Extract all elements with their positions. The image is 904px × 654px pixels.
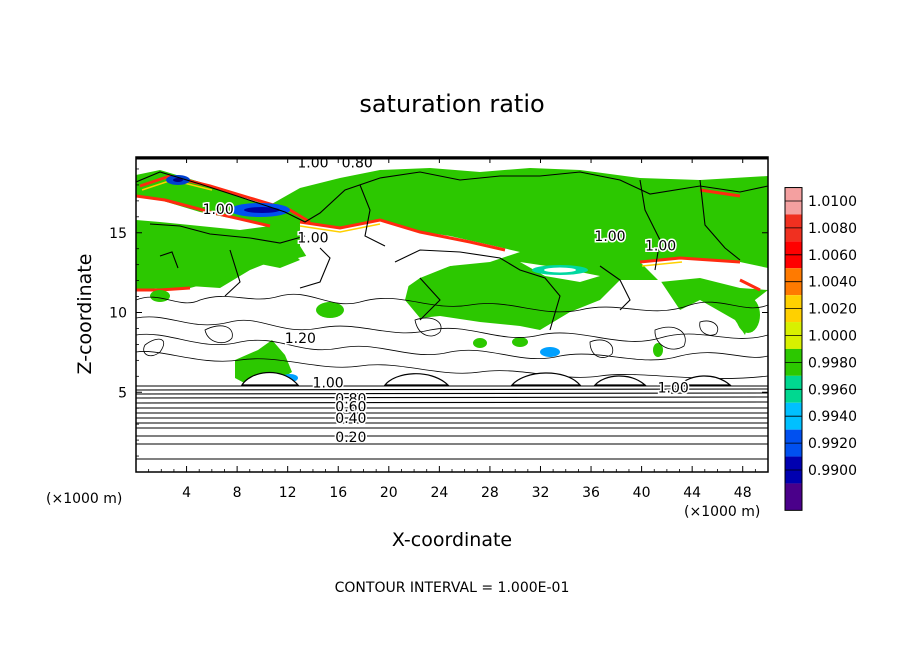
y-axis-label: Z-coordinate [74, 254, 96, 375]
dry-spot [173, 178, 183, 182]
dry-spot [544, 267, 576, 273]
dry-spot [244, 207, 280, 213]
x-tick-label: 36 [582, 485, 600, 501]
cloud-base [593, 375, 647, 386]
x-tick-label: 16 [329, 485, 347, 501]
cloud-blob [540, 347, 560, 357]
x-tick-label: 40 [633, 485, 651, 501]
colorbar-label: 1.0060 [808, 248, 857, 264]
contour-label: 1.00 [297, 231, 328, 247]
contour-label: 0.80 [335, 392, 366, 408]
x-tick-label: 4 [182, 485, 191, 501]
colorbar-label: 0.9940 [808, 409, 857, 425]
cloud-base [678, 375, 732, 386]
cloud-blob [512, 337, 528, 347]
contour-interval-note: CONTOUR INTERVAL = 1.000E-01 [335, 580, 570, 596]
plot-area [136, 157, 768, 472]
cloud-base [383, 373, 450, 386]
x-tick-label: 44 [683, 485, 701, 501]
y-tick-label: 5 [118, 385, 127, 401]
colorbar-label: 1.0020 [808, 302, 857, 318]
cloud-blob [736, 297, 760, 333]
contour-label: 1.00 [658, 380, 689, 396]
colorbar-label: 0.9900 [808, 463, 857, 479]
contour-label: 1.00 [645, 239, 676, 255]
cloud-blob [316, 302, 344, 318]
colorbar: 1.0100 1.0080 1.0060 1.0040 1.0020 1.0000 0.99… [784, 187, 857, 511]
colorbar-label: 1.0000 [808, 329, 857, 345]
cloud-blob [150, 290, 170, 302]
x-tick-label: 28 [481, 485, 499, 501]
contour-label: 1.00 [313, 376, 344, 392]
contour-lines-middle [136, 293, 768, 379]
colorbar-label: 0.9980 [808, 355, 857, 371]
clear-region-b [640, 258, 768, 290]
colorbar-label: 1.0040 [808, 275, 857, 291]
contour-label: 1.00 [203, 202, 234, 218]
contour-label: 0.60 [335, 400, 366, 416]
x-tick-label: 12 [279, 485, 297, 501]
clear-region-a [300, 220, 520, 292]
y-unit-label: (×1000 m) [46, 491, 122, 507]
x-tick-label: 24 [430, 485, 448, 501]
y-tick-label: 10 [109, 306, 127, 322]
contour-lines [136, 171, 768, 331]
contour-label: 0.20 [335, 430, 366, 446]
x-tick-label: 48 [734, 485, 752, 501]
colorbar-label: 1.0100 [808, 194, 857, 210]
cloud-base [240, 371, 300, 386]
colorbar-frame [784, 187, 803, 511]
x-axis-label: X-coordinate [392, 529, 512, 551]
contour-label: 1.00 [594, 229, 625, 245]
clear-region-c [136, 196, 270, 230]
colorbar-swatch [785, 483, 802, 511]
cloud-blob [653, 343, 663, 357]
cloud-base [510, 372, 582, 386]
y-tick-label: 15 [109, 226, 127, 242]
contour-label: 0.40 [335, 411, 366, 427]
x-tick-label: 32 [532, 485, 550, 501]
cloud-blob [473, 338, 487, 348]
x-tick-label: 20 [380, 485, 398, 501]
colorbar-label: 0.9960 [808, 382, 857, 398]
contour-lines-lower [136, 385, 768, 460]
colorbar-label: 1.0080 [808, 221, 857, 237]
contour-label: 1.20 [285, 331, 316, 347]
chart-title: saturation ratio [359, 90, 544, 118]
colorbar-label: 0.9920 [808, 436, 857, 452]
x-tick-label: 8 [233, 485, 242, 501]
x-unit-label: (×1000 m) [684, 504, 760, 520]
